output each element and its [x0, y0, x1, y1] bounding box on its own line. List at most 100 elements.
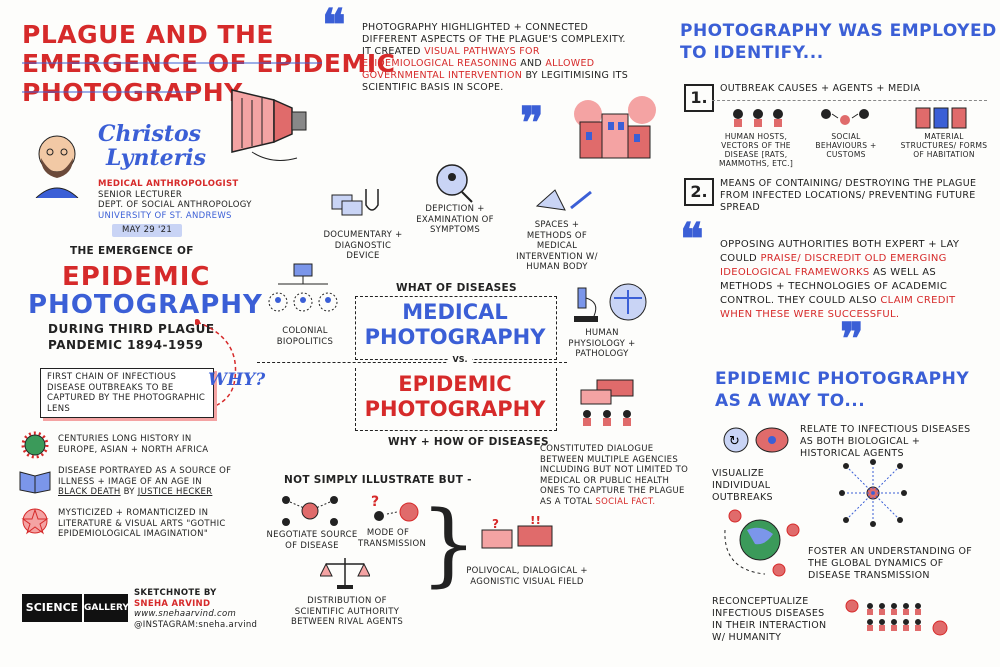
epidemic-big-label: EPIDEMIC	[62, 262, 211, 292]
hosts-rats-icon	[733, 109, 783, 127]
relate-label: RELATE TO INFECTIOUS DISEASES AS BOTH BI…	[800, 424, 971, 459]
outbreak-network-icon	[839, 459, 907, 527]
dialogue-text-main: CONSTITUTED DIALOGUE BETWEEN MULTIPLE AG…	[540, 444, 689, 507]
svg-text:?: ?	[371, 494, 379, 510]
disease-item-by: BY	[123, 487, 135, 497]
monitor-stethoscope-icon	[331, 189, 379, 216]
sketch-by: SKETCHNOTE BY	[134, 588, 217, 598]
foster-label: FOSTER AN UNDERSTANDING OF THE GLOBAL DY…	[808, 546, 973, 581]
quote-close-icon-2: ❞	[840, 314, 864, 365]
title-line-1: PLAGUE AND THE	[22, 20, 274, 49]
speech-bubbles-icon: ? !!	[481, 516, 553, 549]
vs-label: VS.	[448, 355, 472, 364]
depiction-label: DEPICTION + EXAMINATION OF SYMPTOMS	[416, 204, 494, 235]
opposing-text-2: AS WELL AS METHODS + TECHNOLOGIES OF ACA…	[720, 267, 948, 306]
not-simply-label: NOT SIMPLY ILLUSTRATE BUT -	[284, 474, 472, 486]
globe-virus-icon	[724, 509, 800, 577]
title-line-2: EMERGENCE OF EPIDEMIC	[22, 49, 396, 78]
biology-history-icon: ↻	[723, 427, 789, 453]
quote-text-3: BY LEGITIMISING ITS SCIENTIFIC BASIS IN …	[362, 70, 629, 93]
human-physiology-label: HUMAN PHYSIOLOGY + PATHOLOGY	[568, 328, 636, 359]
dashed-arrow	[195, 319, 237, 407]
social-behaviours-label: SOCIAL BEHAVIOURS + CUSTOMS	[815, 132, 877, 159]
documentary-label: DOCUMENTARY + DIAGNOSTIC DEVICE	[323, 230, 403, 261]
spaces-label: SPACES + METHODS OF MEDICAL INTERVENTION…	[516, 220, 598, 272]
scales-icon	[320, 558, 370, 589]
speaker-first-name: Christos	[98, 121, 202, 147]
book-icon	[19, 471, 51, 494]
material-structures-icon	[915, 107, 967, 129]
hosts-label: HUMAN HOSTS, VECTORS OF THE DISEASE [RAT…	[718, 132, 794, 168]
quote-open-icon-2: ❝	[680, 214, 704, 265]
artist-name: SNEHA ARVIND	[134, 598, 211, 609]
pentagram-icon	[21, 508, 49, 535]
quote-highlight-2: ALLOWED GOVERNMENTAL INTERVENTION	[362, 58, 595, 81]
quote-photography-text: PHOTOGRAPHY HIGHLIGHTED + CONNECTED DIFF…	[362, 22, 632, 94]
magnifier-icon	[436, 164, 473, 203]
svg-text:↻: ↻	[729, 434, 740, 449]
speaker-university: UNIVERSITY OF ST. ANDREWS	[98, 210, 232, 221]
artist-instagram[interactable]: @INSTAGRAM:sneha.arvind	[134, 619, 258, 630]
identify-heading-1: PHOTOGRAPHY WAS EMPLOYED	[680, 21, 997, 41]
social-fact-label: SOCIAL FACT.	[595, 496, 656, 507]
emergence-label: THE EMERGENCE OF	[70, 245, 194, 257]
camera-icon	[231, 89, 307, 161]
first-chain-box: FIRST CHAIN OF INFECTIOUS DISEASE OUTBRE…	[40, 368, 214, 418]
brace-icon: }	[420, 492, 478, 597]
visualize-label: VISUALIZE INDIVIDUAL OUTBREAKS	[712, 468, 773, 503]
black-death-label: BLACK DEATH	[58, 487, 121, 497]
dialogue-text: CONSTITUTED DIALOGUE BETWEEN MULTIPLE AG…	[540, 444, 690, 507]
why-how-label: WHY + HOW OF DISEASES	[388, 436, 549, 448]
opposing-highlight-2: CLAIM CREDIT WHEN THESE WERE SUCCESSFUL.	[720, 295, 956, 320]
page-title: PLAGUE AND THE EMERGENCE OF EPIDEMIC PHO…	[22, 20, 396, 107]
number-badge-2: 2.	[684, 178, 714, 206]
epidemic-photography-box	[355, 368, 557, 431]
title-underline	[22, 62, 322, 64]
negotiate-network-icon	[282, 496, 338, 526]
mysticized-item: MYSTICIZED + ROMANTICIZED IN LITERATURE …	[58, 508, 226, 539]
opposing-highlight-1: PRAISE/ DISCREDIT OLD EMERGING IDEOLOGIC…	[720, 253, 947, 278]
title-line-3: PHOTOGRAPHY	[22, 78, 243, 107]
way-heading-1: EPIDEMIC PHOTOGRAPHY	[715, 369, 970, 389]
negotiate-label: NEGOTIATE SOURCE OF DISEASE	[266, 530, 358, 551]
reconceptualize-label: RECONCEPTUALIZE INFECTIOUS DISEASES IN T…	[712, 596, 827, 643]
transmission-icon: ?	[371, 494, 419, 522]
virus-icon	[21, 431, 49, 459]
quote-text-1: PHOTOGRAPHY HIGHLIGHTED + CONNECTED DIFF…	[362, 22, 626, 57]
social-behaviours-icon	[821, 109, 869, 125]
polivocal-label: POLIVOCAL, DIALOGICAL + AGONISTIC VISUAL…	[466, 566, 588, 587]
microscope-anatomy-icon	[574, 283, 647, 322]
quote-text-2: AND	[520, 58, 543, 69]
during-line-1: DURING THIRD PLAGUE	[48, 322, 215, 336]
epidemic-photography-word: PHOTOGRAPHY	[364, 397, 546, 421]
syringe-icon	[535, 189, 592, 211]
why-label: WHY?	[208, 370, 266, 390]
colonial-biopolitics-label: COLONIAL BIOPOLITICS	[276, 326, 334, 347]
speaker-name: Christos Lynteris	[98, 122, 206, 170]
vs-divider	[257, 362, 567, 363]
outbreak-label: OUTBREAK CAUSES + AGENTS + MEDIA	[720, 83, 921, 94]
city-icon	[574, 96, 656, 159]
opposing-text: OPPOSING AUTHORITIES BOTH EXPERT + LAY C…	[720, 238, 985, 322]
date-badge: MAY 29 '21	[112, 224, 183, 237]
opposing-text-1: OPPOSING AUTHORITIES BOTH EXPERT + LAY C…	[720, 239, 960, 264]
epidemic-photography-title: EPIDEMIC PHOTOGRAPHY	[355, 372, 555, 422]
medical-word: MEDICAL	[402, 300, 508, 324]
material-structures-label: MATERIAL STRUCTURES/ FORMS OF HABITATION	[900, 132, 988, 159]
history-item: CENTURIES LONG HISTORY IN EUROPE, ASIAN …	[58, 434, 209, 455]
speaker-last-name: Lynteris	[106, 145, 206, 171]
artist-website[interactable]: www.snehaarvind.com	[134, 609, 237, 619]
distribution-label: DISTRIBUTION OF SCIENTIFIC AUTHORITY BET…	[290, 596, 404, 627]
means-label: MEANS OF CONTAINING/ DESTROYING THE PLAG…	[720, 178, 977, 213]
epidemic-word: EPIDEMIC	[398, 372, 512, 396]
dialogue-people-icon	[580, 379, 634, 426]
science-logo: SCIENCE	[22, 594, 82, 622]
justice-hecker-label: JUSTICE HECKER	[137, 487, 213, 497]
quote-close-icon: ❞	[520, 98, 544, 149]
during-line-2: PANDEMIC 1894-1959	[48, 338, 204, 352]
svg-text:?: ?	[492, 517, 499, 531]
identify-heading-2: TO IDENTIFY...	[680, 43, 824, 63]
disease-item-text: DISEASE PORTRAYED AS A SOURCE OF ILLNESS…	[58, 466, 232, 487]
title-underline	[22, 91, 197, 93]
outbreak-divider	[712, 100, 987, 101]
